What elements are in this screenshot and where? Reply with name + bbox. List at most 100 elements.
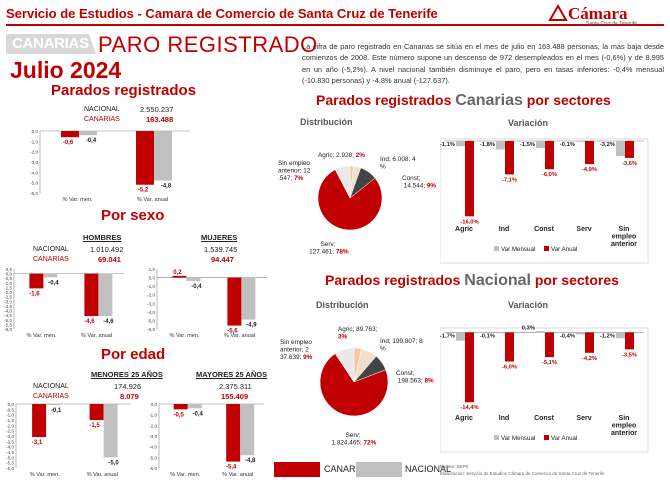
- chart-menores: 0,0-0,5-1,0-1,5-2,0-2,5-3,0-3,5-4,0-4,5-…: [6, 402, 131, 478]
- y-tick-label: -1,0: [30, 139, 38, 144]
- bar-canarias: [29, 273, 44, 289]
- mujeres-nacional-value: 1.539.745: [204, 245, 238, 254]
- y-tick-label: 0,0: [6, 272, 13, 277]
- logo-subtitle: Santa Cruz de Tenerife: [586, 21, 638, 27]
- bar-nacional: [187, 404, 202, 409]
- y-tick-label: -1,0: [147, 284, 155, 289]
- pie-slice-serv: [319, 353, 389, 417]
- nacional-sectores-title-b: Nacional: [464, 272, 531, 289]
- x-tick-label: Const: [534, 226, 555, 233]
- y-tick-label: 0,0: [32, 129, 39, 134]
- elaboracion-note: Elaboración: Servicio de Estudios Cámara…: [440, 471, 605, 476]
- y-tick-label: -4,0: [30, 170, 38, 175]
- bar-var-anual: [545, 332, 554, 358]
- canarias-sectores-title-c: por sectores: [522, 92, 611, 108]
- data-label: -1,5: [89, 423, 100, 429]
- pie-label: Const; 198.563; 8%: [396, 370, 434, 385]
- x-tick-label: % Var. men.: [169, 333, 199, 339]
- y-tick-label: -3,0: [149, 434, 157, 439]
- bar-var-mensual: [616, 141, 625, 157]
- chart-canarias-var: -1,1% -16,0%Agric -1,8% -7,1% Ind -1,5% -6,0% C…: [440, 138, 649, 264]
- data-label: -0,1%: [560, 142, 575, 148]
- main-title: PARO REGISTRADO: [98, 32, 318, 57]
- x-tick-label: % Var. men.: [170, 472, 200, 478]
- x-tick-label: empleo: [612, 234, 637, 241]
- data-label: -1,5%: [520, 142, 535, 148]
- pie-label: Serv; 127.461; 78%: [307, 241, 349, 256]
- bar-var-anual: [585, 332, 594, 353]
- data-label: -0,1: [51, 408, 62, 414]
- y-tick-label: -3,0: [147, 301, 155, 306]
- bar-var-mensual: [536, 330, 545, 333]
- parados-nacional-label: NACIONAL: [84, 106, 120, 113]
- legend-var-anual-swatch: [544, 246, 549, 251]
- pie-nacional: Agric; 89.763; 3%Ind; 199.807; 8 % Const; …: [280, 326, 434, 447]
- pie-label: Agric; 2.928; 2%: [318, 152, 365, 159]
- x-tick-label: Agric: [455, 415, 473, 422]
- data-label: -4,6: [84, 319, 95, 325]
- y-tick-label: -6,0: [30, 191, 38, 196]
- edad-title: Por edad: [101, 346, 166, 363]
- nacional-sectores-title-c: por sectores: [530, 272, 619, 288]
- x-tick-label: anterior: [611, 241, 637, 248]
- pie-label: Agric; 89.763; 3%: [338, 326, 379, 341]
- data-label: -3,1: [32, 440, 43, 446]
- y-tick-label: -5,5: [6, 461, 14, 466]
- y-tick-label: -2,0: [4, 290, 12, 295]
- data-label: -6,0%: [502, 365, 517, 371]
- y-tick-label: -1,5: [4, 285, 12, 290]
- plot-frame: [440, 138, 649, 264]
- bar-var-mensual: [576, 141, 585, 142]
- menores-nacional-label: NACIONAL: [33, 383, 69, 390]
- mayores-nacional-value: 2.375.311: [219, 382, 252, 391]
- x-tick-label: anterior: [611, 430, 637, 437]
- mujeres-head: MUJERES: [201, 233, 238, 242]
- mujeres-canarias-value: 94.447: [211, 255, 234, 264]
- bar-var-mensual: [456, 332, 465, 341]
- menores-canarias-label: CANARIAS: [33, 393, 69, 400]
- chart-nacional-var: -1,7% -14,4% Agric -0,1% -6,0% Ind 0,3% -5,1% Co…: [440, 325, 649, 453]
- bar-canarias: [32, 404, 47, 438]
- bar-nacional: [98, 273, 113, 317]
- header-title: Servicio de Estudios - Camara de Comerci…: [6, 6, 438, 21]
- data-label: -0,1%: [480, 333, 495, 339]
- data-label: -4,8: [245, 458, 256, 464]
- legend-nacional-swatch: [356, 462, 402, 477]
- y-tick-label: -1,0: [4, 281, 12, 286]
- y-tick-label: 0,5: [6, 267, 13, 272]
- x-tick-label: % Var. anual: [224, 333, 255, 339]
- hombres-nacional-value: 1.010.492: [90, 245, 124, 254]
- y-tick-label: -6,0: [4, 327, 12, 332]
- bar-nacional: [103, 404, 118, 458]
- bar-var-mensual: [616, 332, 625, 339]
- nacional-var-title: Variación: [508, 300, 549, 310]
- bar-var-mensual: [496, 141, 505, 150]
- data-label: -0,4: [191, 284, 202, 290]
- bar-var-anual: [465, 141, 474, 217]
- data-label: -14,4%: [460, 405, 478, 411]
- bar-nacional: [240, 404, 255, 456]
- fuente-note: Fuente: SEPE: [440, 464, 469, 469]
- bar-var-anual: [465, 332, 474, 403]
- bar-var-anual: [625, 332, 634, 350]
- bar-nacional: [241, 277, 256, 320]
- canarias-var-title: Variación: [508, 118, 549, 128]
- pie-slice-serv: [317, 169, 383, 231]
- x-tick-label: % Var. anual: [87, 472, 118, 478]
- hombres-canarias-label: CANARIAS: [33, 256, 69, 263]
- bar-canarias: [136, 131, 154, 185]
- y-tick-label: -3,5: [4, 304, 12, 309]
- sexo-title: Por sexo: [101, 207, 165, 224]
- canarias-sectores-title: Parados registrados Canarias por sectore…: [316, 92, 611, 110]
- mayores-canarias-value: 155.409: [221, 392, 249, 401]
- bar-nacional: [186, 277, 201, 281]
- y-tick-label: 1,0: [149, 267, 156, 272]
- x-tick-label: % Var. anual: [81, 333, 112, 339]
- data-label: -4,9%: [582, 167, 597, 173]
- y-tick-label: -5,0: [6, 455, 14, 460]
- bar-canarias: [61, 131, 79, 138]
- data-label: -0,4: [86, 138, 97, 144]
- y-tick-label: -4,0: [149, 445, 157, 450]
- y-tick-label: -1,5: [6, 418, 14, 423]
- bar-canarias: [89, 404, 104, 420]
